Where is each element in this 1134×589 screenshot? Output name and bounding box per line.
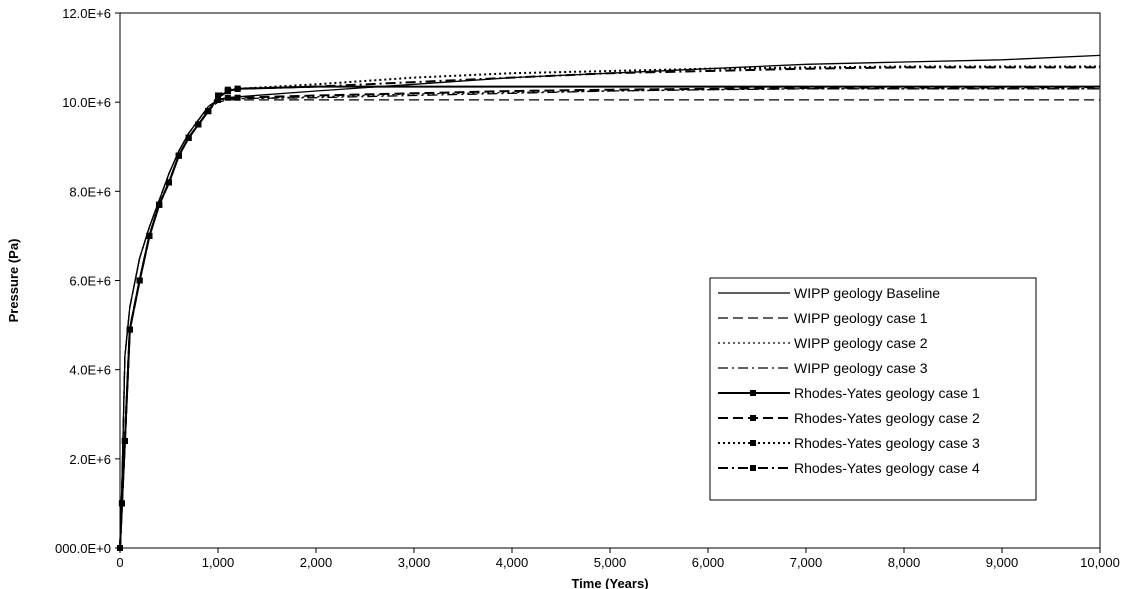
legend-label: Rhodes-Yates geology case 3 <box>794 435 980 451</box>
data-point <box>224 88 231 95</box>
x-tick-label: 4,000 <box>496 555 529 570</box>
series-8 <box>117 66 1100 551</box>
axis-ticks: 0 1,000 2,000 3,000 4,000 5,000 6,000 7,000 8,00… <box>55 6 1120 570</box>
x-tick-label: 3,000 <box>398 555 431 570</box>
data-point <box>195 121 202 128</box>
x-tick-label: 0 <box>116 555 123 570</box>
data-point <box>215 94 221 101</box>
legend-marker <box>750 465 756 471</box>
data-point <box>234 94 241 101</box>
y-tick-label: 12.0E+6 <box>62 6 111 21</box>
series-layer <box>117 54 1101 551</box>
data-point <box>117 545 123 551</box>
y-tick-label: 2.0E+6 <box>69 452 111 467</box>
series-2 <box>119 99 1100 549</box>
x-tick-label: 9,000 <box>986 555 1019 570</box>
y-tick-label: 10.0E+6 <box>62 95 111 110</box>
data-point <box>175 152 182 159</box>
legend-marker <box>750 415 756 421</box>
y-tick-label: 6.0E+6 <box>69 274 111 289</box>
x-tick-label: 7,000 <box>790 555 823 570</box>
x-tick-label: 6,000 <box>692 555 725 570</box>
legend-item: Rhodes-Yates geology case 4 <box>718 460 980 476</box>
series-line <box>119 66 1100 549</box>
y-axis-title: Pressure (Pa) <box>6 239 21 323</box>
legend-box <box>709 277 1037 501</box>
series-line <box>119 99 1100 549</box>
x-tick-label: 1,000 <box>202 555 235 570</box>
data-point <box>118 500 125 507</box>
legend-item: Rhodes-Yates geology case 1 <box>718 385 980 401</box>
data-point <box>136 277 143 284</box>
y-tick-label: 000.0E+0 <box>55 541 111 556</box>
legend-label: Rhodes-Yates geology case 2 <box>794 410 980 426</box>
y-tick-label: 4.0E+6 <box>69 363 111 378</box>
data-point <box>146 232 153 239</box>
data-point <box>126 326 133 333</box>
y-tick-label: 8.0E+6 <box>69 184 111 199</box>
legend-label: WIPP geology case 1 <box>794 310 928 326</box>
legend: WIPP geology Baseline WIPP geology case 1… <box>709 277 1037 501</box>
legend-item: WIPP geology case 2 <box>718 335 928 351</box>
legend-marker <box>750 390 756 396</box>
legend-label: Rhodes-Yates geology case 4 <box>794 460 980 476</box>
legend-label: WIPP geology case 2 <box>794 335 928 351</box>
legend-item: WIPP geology case 3 <box>718 360 928 376</box>
legend-label: WIPP geology Baseline <box>794 285 940 301</box>
data-point <box>156 201 163 208</box>
legend-item: Rhodes-Yates geology case 3 <box>718 435 980 451</box>
legend-label: Rhodes-Yates geology case 1 <box>794 385 980 401</box>
legend-item: WIPP geology case 1 <box>718 310 928 326</box>
data-point <box>166 179 172 186</box>
x-axis-title: Time (Years) <box>571 576 648 589</box>
data-point <box>224 94 231 101</box>
data-point <box>205 108 212 115</box>
x-tick-label: 10,000 <box>1080 555 1120 570</box>
legend-marker <box>750 440 756 446</box>
legend-item: Rhodes-Yates geology case 2 <box>718 410 980 426</box>
x-tick-label: 2,000 <box>300 555 333 570</box>
data-point <box>185 134 192 141</box>
legend-label: WIPP geology case 3 <box>794 360 928 376</box>
x-tick-label: 5,000 <box>594 555 627 570</box>
legend-item: WIPP geology Baseline <box>718 285 940 301</box>
x-tick-label: 8,000 <box>888 555 921 570</box>
data-point <box>121 438 128 444</box>
data-point <box>234 85 241 92</box>
